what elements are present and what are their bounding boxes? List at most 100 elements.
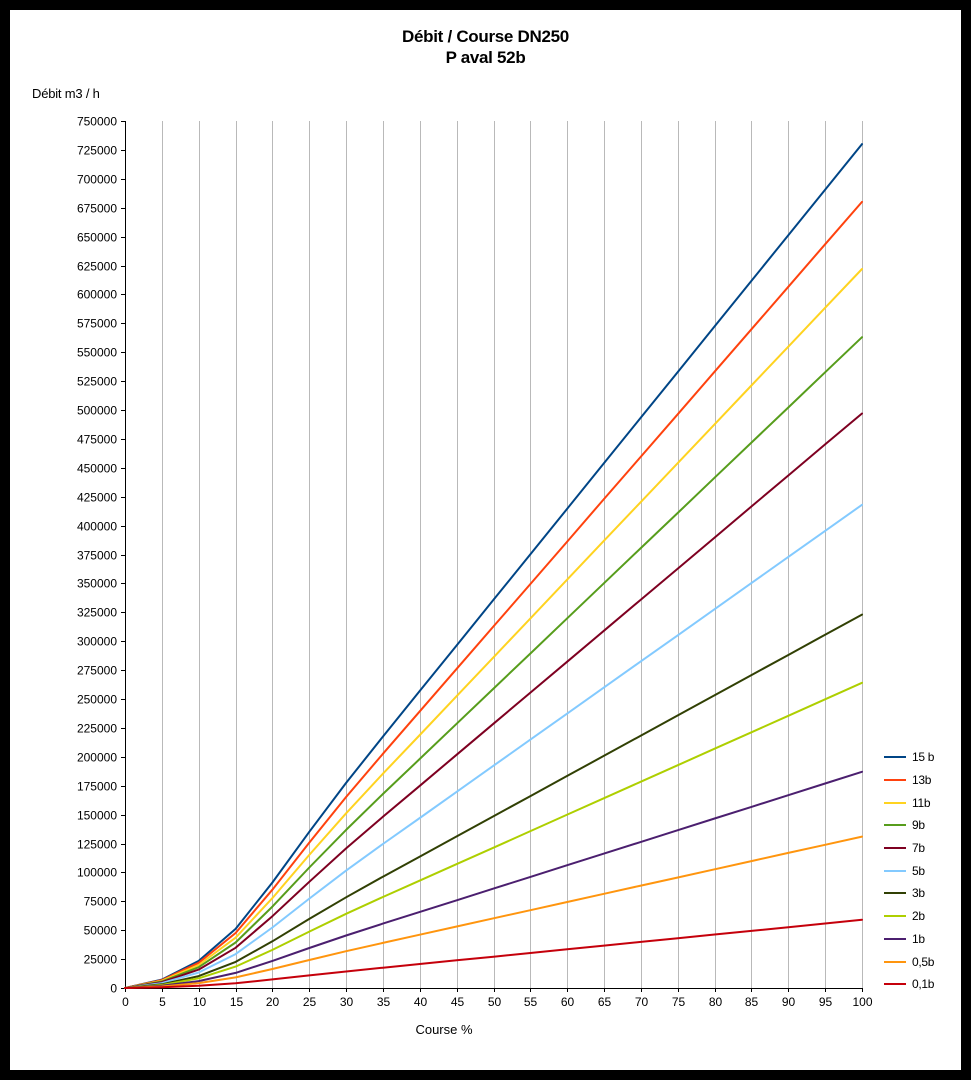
- series-line-1b: [124, 770, 863, 989]
- legend-label: 0,5b: [912, 954, 935, 969]
- series-lines: [124, 143, 863, 989]
- x-tick-label: 70: [635, 995, 649, 1009]
- x-tick-label: 65: [598, 995, 612, 1009]
- legend-label: 3b: [912, 886, 925, 901]
- x-tick-label: 95: [819, 995, 833, 1009]
- plot-svg: 0 25000 50000 75000 100000 125000 150000 175000…: [77, 115, 873, 1010]
- y-tick-label: 250000: [77, 693, 117, 707]
- x-tick-label: 25: [303, 995, 317, 1009]
- series-line-3b: [124, 613, 863, 989]
- y-tick-label: 275000: [77, 664, 117, 678]
- y-tick-label: 125000: [77, 838, 117, 852]
- x-tick-label: 30: [340, 995, 354, 1009]
- legend-color-line: [884, 801, 906, 804]
- x-tick-label: 0: [122, 995, 129, 1009]
- legend-color-line: [884, 983, 906, 986]
- y-tick-label: 700000: [77, 173, 117, 187]
- legend-label: 1b: [912, 931, 925, 946]
- x-tick-label: 10: [193, 995, 207, 1009]
- y-tick-label: 100000: [77, 866, 117, 880]
- y-tick-label: 50000: [84, 924, 118, 938]
- y-tick-label: 475000: [77, 433, 117, 447]
- y-tick-label: 450000: [77, 462, 117, 476]
- legend-label: 13b: [912, 773, 932, 788]
- y-tick-label: 725000: [77, 144, 117, 158]
- legend-label: 9b: [912, 818, 925, 833]
- y-tick-label: 550000: [77, 346, 117, 360]
- x-gridlines: [125, 121, 863, 988]
- y-tick-label: 750000: [77, 115, 117, 129]
- legend-item: 9b: [884, 814, 934, 837]
- series-line-13b: [124, 200, 863, 989]
- y-tick-label: 350000: [77, 577, 117, 591]
- legend-color-line: [884, 847, 906, 850]
- y-tick-label: 625000: [77, 260, 117, 274]
- legend-label: 5b: [912, 863, 925, 878]
- chart-title-block: Débit / Course DN250 P aval 52b: [10, 26, 961, 68]
- y-axis-unit-label: Débit m3 / h: [32, 86, 100, 101]
- x-tick-label: 45: [451, 995, 465, 1009]
- legend-item: 2b: [884, 905, 934, 928]
- legend-item: 5b: [884, 859, 934, 882]
- x-tick-label: 90: [782, 995, 796, 1009]
- y-tick-label: 650000: [77, 231, 117, 245]
- x-tick-label: 15: [230, 995, 244, 1009]
- y-tick-label: 75000: [84, 895, 118, 909]
- legend-label: 2b: [912, 909, 925, 924]
- y-tick-label: 425000: [77, 491, 117, 505]
- x-tick-label: 20: [266, 995, 280, 1009]
- y-tick-label: 600000: [77, 288, 117, 302]
- y-tick-label: 375000: [77, 549, 117, 563]
- legend-color-line: [884, 869, 906, 872]
- legend-label: 15 b: [912, 750, 935, 765]
- y-tick-label: 575000: [77, 317, 117, 331]
- y-tick-label: 200000: [77, 751, 117, 765]
- legend-item: 3b: [884, 882, 934, 905]
- series-line-9b: [124, 336, 863, 989]
- legend-item: 0,1b: [884, 973, 934, 996]
- y-tick-label: 300000: [77, 635, 117, 649]
- legend-color-line: [884, 779, 906, 782]
- legend-item: 1b: [884, 928, 934, 951]
- legend-label: 7b: [912, 841, 925, 856]
- x-tick-label: 55: [524, 995, 538, 1009]
- series-line-01b: [124, 918, 863, 989]
- series-line-5b: [124, 503, 863, 989]
- x-tick-label: 80: [709, 995, 723, 1009]
- axes: 0 25000 50000 75000 100000 125000 150000 175000…: [77, 115, 873, 1010]
- legend-color-line: [884, 892, 906, 895]
- x-tick-label: 60: [561, 995, 575, 1009]
- y-tick-label: 175000: [77, 780, 117, 794]
- chart-title: Débit / Course DN250: [402, 27, 569, 46]
- legend-label: 0,1b: [912, 977, 935, 992]
- x-tick-label: 75: [672, 995, 686, 1009]
- series-line-05b: [124, 835, 863, 989]
- legend-color-line: [884, 960, 906, 963]
- legend-item: 15 b: [884, 746, 934, 769]
- chart-canvas: Débit / Course DN250 P aval 52b Débit m3…: [10, 10, 961, 1070]
- legend-color-line: [884, 937, 906, 940]
- y-tick-label: 0: [110, 982, 117, 996]
- x-tick-label: 35: [377, 995, 391, 1009]
- x-tick-label: 85: [745, 995, 759, 1009]
- series-line-2b: [124, 681, 863, 989]
- x-tick-label: 50: [488, 995, 502, 1009]
- y-tick-label: 150000: [77, 809, 117, 823]
- y-tick-label: 500000: [77, 404, 117, 418]
- legend-color-line: [884, 756, 906, 759]
- series-line-15b: [124, 143, 863, 989]
- legend-item: 0,5b: [884, 950, 934, 973]
- legend-item: 13b: [884, 769, 934, 792]
- legend-color-line: [884, 824, 906, 827]
- y-tick-label: 675000: [77, 202, 117, 216]
- y-tick-label: 225000: [77, 722, 117, 736]
- legend-item: 11b: [884, 791, 934, 814]
- x-axis-title: Course %: [415, 1022, 473, 1037]
- legend: 15 b 13b 11b 9b 7b 5b 3b 2b 1b 0,5b 0,1b: [884, 746, 934, 996]
- x-tick-label: 100: [852, 995, 872, 1009]
- y-tick-label: 325000: [77, 606, 117, 620]
- x-tick-label: 40: [414, 995, 428, 1009]
- series-line-11b: [124, 268, 863, 989]
- series-line-7b: [124, 412, 863, 989]
